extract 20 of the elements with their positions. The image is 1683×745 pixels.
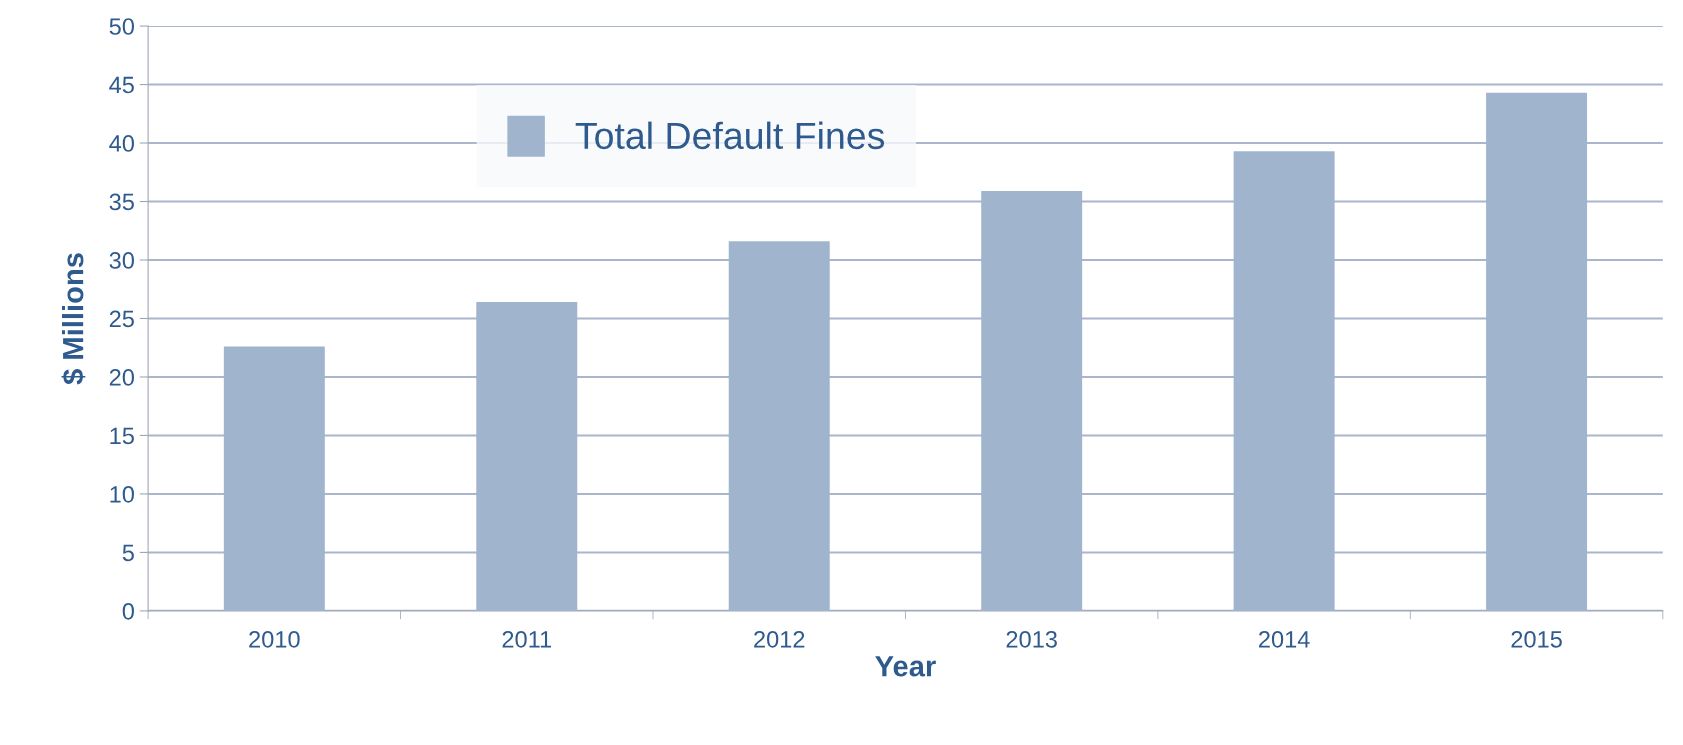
x-tick-label: 2011 [502,630,552,648]
y-axis-title: $ Millions [61,253,86,385]
legend-label: Total Default Fines [575,121,885,150]
y-tick-label: 20 [109,369,134,386]
y-tick-label: 0 [122,602,134,620]
x-tick-label: 2010 [249,630,300,648]
x-tick-label: 2013 [1006,630,1057,648]
x-tick-label: 2015 [1511,630,1562,648]
y-tick-label: 35 [109,193,134,211]
x-axis-title: Year [875,656,936,677]
y-tick-label: 40 [109,135,134,152]
y-tick-label: 25 [109,310,134,328]
y-tick-label: 30 [109,252,134,269]
x-tick-label: 2014 [1259,630,1310,648]
y-tick-label: 15 [110,427,134,445]
y-tick-label: 5 [122,544,134,562]
y-tick-label: 50 [109,18,134,35]
y-tick-label: 10 [110,486,134,503]
x-tick-label: 2012 [754,630,805,648]
y-tick-label: 45 [109,76,134,94]
